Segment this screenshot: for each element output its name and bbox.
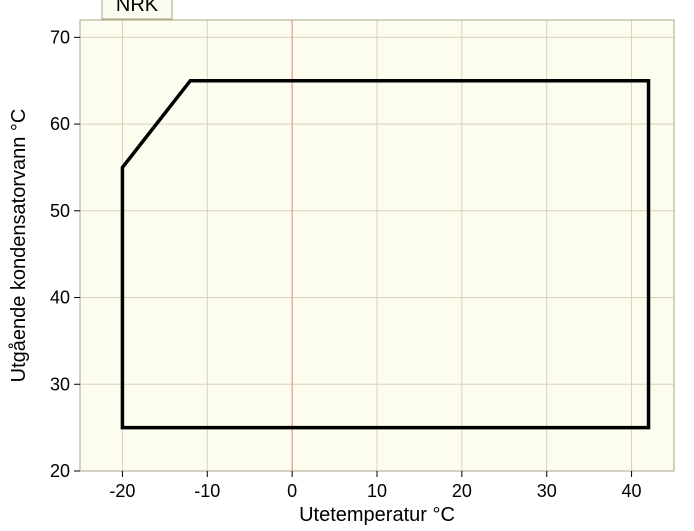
y-tick-label: 20 — [50, 461, 70, 481]
chart-svg: -20 -10 0 10 20 30 40 20 30 40 50 60 70 Utetemperatur… — [0, 0, 694, 531]
y-tick-label: 70 — [50, 27, 70, 47]
y-tick-label: 60 — [50, 114, 70, 134]
x-tick-label: 40 — [622, 481, 642, 501]
x-tick-label: 30 — [537, 481, 557, 501]
y-tick-label: 50 — [50, 201, 70, 221]
x-tick-label: 0 — [287, 481, 297, 501]
legend-label: NRK — [116, 0, 159, 16]
x-tick-label: 10 — [367, 481, 387, 501]
x-tick-label: -20 — [109, 481, 135, 501]
y-tick-label: 30 — [50, 374, 70, 394]
x-axis-title: Utetemperatur °C — [299, 504, 455, 526]
y-tick-label: 40 — [50, 288, 70, 308]
y-axis-title: Utgående kondensatorvann °C — [8, 109, 30, 383]
x-tick-label: 20 — [452, 481, 472, 501]
operating-envelope-chart: -20 -10 0 10 20 30 40 20 30 40 50 60 70 Utetemperatur… — [0, 0, 694, 531]
x-tick-label: -10 — [194, 481, 220, 501]
